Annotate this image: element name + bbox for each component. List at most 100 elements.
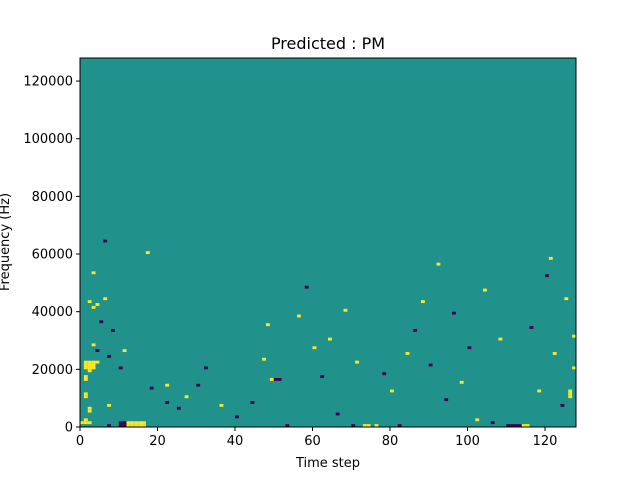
y-tick-label: 60000 [32,248,73,263]
heatmap-cell [262,357,266,361]
heatmap-cell [184,395,189,399]
heatmap-cell [91,271,96,275]
heatmap-cell [351,424,356,427]
heatmap-cell [362,424,367,427]
heatmap-cell [165,383,170,387]
heatmap-cell [521,424,526,427]
heatmap-cell [99,320,104,324]
plot-background [80,58,576,427]
heatmap-cell [91,343,96,347]
heatmap-cell [134,421,139,425]
heatmap-cell [130,421,135,425]
heatmap-cell [118,366,123,370]
x-tick-label: 100 [455,434,480,449]
heatmap-cell [145,251,150,255]
heatmap-cell [149,386,154,390]
heatmap-cell [130,424,135,427]
heatmap-cell [107,403,111,407]
heatmap-cell [568,389,573,393]
heatmap-cell [273,377,278,381]
heatmap-cell [87,300,92,304]
heatmap-cell [91,366,96,370]
heatmap-cell [87,366,92,370]
heatmap-cell [483,288,487,292]
plot-frame [79,57,577,428]
heatmap-cell [397,424,402,427]
heatmap-cell [103,297,108,301]
heatmap-cell [405,352,410,355]
heatmap-cell [126,421,131,425]
heatmap-cell [250,401,255,404]
heatmap-cell [382,372,387,376]
heatmap-cell [266,323,270,327]
x-tick-label: 0 [76,434,84,449]
heatmap-cell [475,418,480,422]
heatmap-cell [91,360,96,364]
heatmap-cell [459,380,464,384]
heatmap-cell [118,421,123,425]
heatmap-cell [510,424,514,427]
heatmap-cell [269,377,274,381]
heatmap-cells [80,239,576,427]
heatmap-cell [134,424,139,427]
y-tick-label: 0 [65,421,73,436]
heatmap-cell [122,349,127,353]
heatmap-cell [95,360,100,364]
y-axis: 0 20000 40000 60000 80000 100000 120000 [23,75,80,436]
heatmap-cell [126,424,131,427]
heatmap-cell [490,421,495,425]
heatmap-cell [436,262,441,266]
heatmap-cell [142,421,146,425]
heatmap-cell [111,328,115,332]
heatmap-cell [196,383,201,387]
heatmap-cell [537,389,542,393]
heatmap-cell [374,424,379,427]
heatmap-cell [87,363,92,367]
heatmap-cell [529,326,534,329]
heatmap-cell [568,392,573,396]
heatmap-cell [421,300,425,304]
chart-title: Predicted : PM [271,34,385,53]
heatmap-cell [564,297,569,301]
heatmap-cell [87,421,92,425]
x-tick-label: 60 [304,434,321,449]
plot-area [79,57,577,428]
heatmap-cell [552,352,557,355]
x-tick-label: 20 [149,434,166,449]
heatmap-cell [514,424,518,427]
heatmap-cell [87,369,92,373]
heatmap-cell [165,401,170,404]
heatmap-cell [545,274,549,278]
heatmap-cell [525,424,530,427]
heatmap-cell [122,424,127,427]
heatmap-cell [320,375,325,378]
heatmap-cell [83,363,88,367]
heatmap-cell [83,377,88,381]
heatmap-cell [328,337,332,341]
heatmap-cell [83,392,88,396]
y-tick-label: 80000 [32,190,73,205]
x-axis-label: Time step [295,456,360,471]
heatmap-cell [204,366,208,370]
heatmap-cell [390,389,394,393]
x-axis: 0 20 40 60 80 100 120 [76,427,557,449]
heatmap-cell [428,363,433,367]
heatmap-cell [95,303,100,306]
heatmap-cell [83,375,88,378]
heatmap-cell [219,403,224,407]
heatmap-cell [572,366,576,370]
heatmap-cell [87,360,92,364]
heatmap-cell [138,421,142,425]
heatmap-cell [107,424,111,427]
heatmap-cell [235,415,239,419]
heatmap-cell [118,424,123,427]
heatmap-cell [560,403,565,407]
y-axis-label: Frequency (Hz) [0,193,13,291]
heatmap-cell [83,366,88,370]
heatmap-cell [568,395,573,399]
heatmap-cell [103,239,108,243]
heatmap-cell [83,418,88,422]
heatmap-cell [83,421,88,425]
heatmap-cell [366,424,371,427]
heatmap-cell [548,256,553,260]
